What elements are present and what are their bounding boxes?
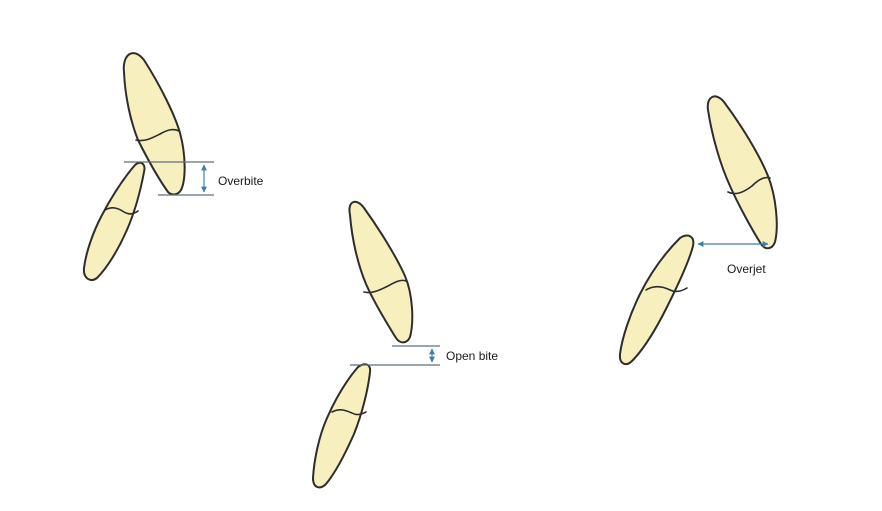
overjet-panel: Overjet xyxy=(618,95,778,366)
open-bite-label: Open bite xyxy=(446,349,498,363)
open-bite-panel: Open bite xyxy=(312,200,498,489)
overbite-upper-incisor xyxy=(122,52,186,196)
overbite-lower-incisor xyxy=(82,161,146,281)
overjet-label: Overjet xyxy=(727,262,766,276)
overjet-measurement: Overjet xyxy=(697,241,769,276)
overjet-lower-incisor xyxy=(618,234,695,366)
overbite-label: Overbite xyxy=(218,174,264,188)
overbite-measurement: Overbite xyxy=(124,161,264,196)
overjet-upper-incisor xyxy=(706,95,778,250)
open-bite-lower-incisor xyxy=(312,363,372,489)
open-bite-measurement: Open bite xyxy=(350,345,498,366)
overbite-panel: Overbite xyxy=(82,52,264,281)
open-bite-upper-incisor xyxy=(348,200,414,344)
